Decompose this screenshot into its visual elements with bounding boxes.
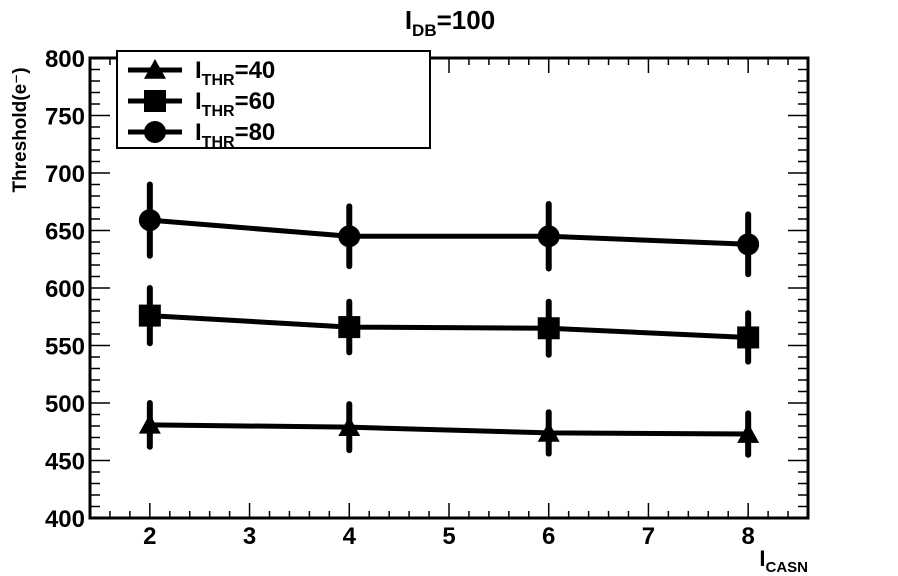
data-point	[537, 225, 560, 248]
axes: 2 3 4 5 6 7 8 400 450 500 550 600 650 700 750 800	[45, 46, 810, 550]
series-line	[149, 313, 749, 340]
series-line	[149, 217, 749, 247]
legend-item: ITHR=80	[128, 119, 275, 151]
legend-item: ITHR=60	[128, 88, 275, 120]
data-point	[537, 421, 560, 442]
legend-marker	[144, 90, 166, 112]
data-point	[138, 209, 161, 232]
data-point	[338, 225, 361, 248]
data-point	[138, 413, 161, 434]
x-axis-label: ICASN	[759, 546, 808, 576]
legend-marker	[144, 121, 166, 143]
data-point	[537, 317, 560, 340]
y-tick-label: 600	[45, 276, 85, 303]
data-point	[338, 316, 361, 339]
y-tick-label: 750	[45, 104, 85, 131]
series-triangle	[138, 400, 760, 458]
series-line	[149, 422, 749, 437]
legend-item: ITHR=40	[128, 57, 275, 89]
y-tick-label: 800	[45, 46, 85, 73]
chart-title: IDB=100	[405, 5, 495, 40]
y-axis-label: Threshold(e⁻)	[10, 67, 31, 192]
data-point	[737, 423, 760, 443]
y-tick-label: 500	[45, 391, 85, 418]
legend-label: ITHR=60	[195, 88, 275, 120]
series-layer	[138, 181, 760, 458]
series-circle	[138, 181, 760, 278]
data-point	[138, 304, 161, 327]
svg-text:ICASN: ICASN	[759, 546, 808, 576]
x-tick-label: 8	[741, 523, 754, 550]
x-tick-label: 4	[343, 523, 357, 550]
x-tick-label: 6	[542, 523, 555, 550]
y-tick-label: 450	[45, 449, 85, 476]
x-tick-label: 5	[442, 523, 455, 550]
y-tick-label: 550	[45, 334, 85, 361]
data-point	[737, 233, 760, 256]
legend-label: ITHR=40	[195, 57, 275, 89]
x-tick-label: 7	[642, 523, 655, 550]
legend-marker	[144, 59, 166, 79]
svg-text:IDB=100: IDB=100	[405, 5, 495, 40]
y-tick-label: 700	[45, 161, 85, 188]
x-tick-label: 2	[143, 523, 156, 550]
y-tick-label: 400	[45, 506, 85, 533]
svg-text:Threshold(e⁻): Threshold(e⁻)	[10, 67, 31, 192]
x-tick-label: 3	[243, 523, 256, 550]
data-point	[737, 326, 760, 349]
y-tick-label: 650	[45, 219, 85, 246]
data-point	[338, 416, 361, 436]
series-square	[138, 285, 760, 365]
legend-label: ITHR=80	[195, 119, 275, 151]
